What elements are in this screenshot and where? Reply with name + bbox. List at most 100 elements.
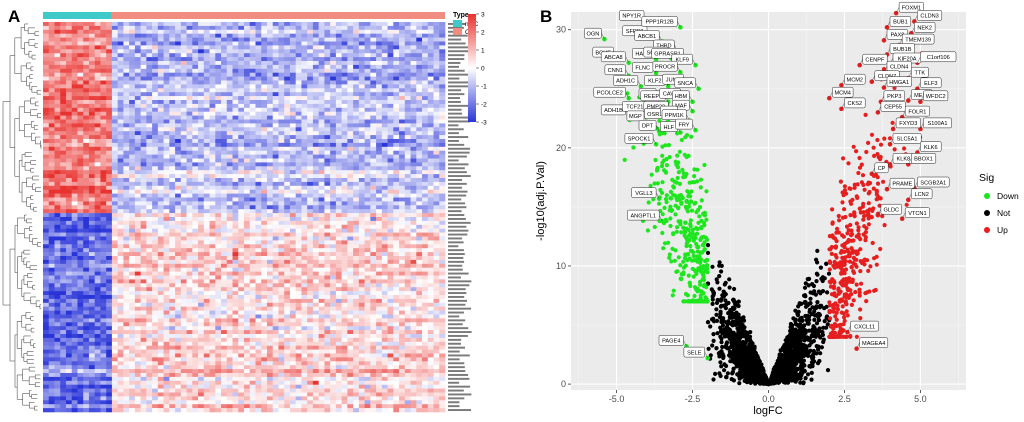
- heat-cell: [226, 57, 233, 62]
- heat-cell: [399, 123, 406, 128]
- heat-cell: [289, 49, 296, 54]
- heat-cell: [106, 84, 113, 89]
- heat-cell: [226, 283, 233, 288]
- heat-cell: [198, 68, 205, 73]
- heat-cell: [100, 220, 107, 226]
- heat-cell: [272, 291, 279, 296]
- heat-cell: [387, 166, 394, 171]
- heat-cell: [261, 174, 268, 179]
- heat-cell: [94, 220, 101, 226]
- heat-cell: [111, 279, 118, 284]
- heat-cell: [399, 271, 406, 276]
- heat-cell: [140, 263, 147, 268]
- heat-cell: [134, 240, 141, 245]
- heat-cell: [324, 72, 331, 77]
- heat-cell: [416, 135, 423, 140]
- heat-cell: [48, 162, 55, 167]
- heat-cell: [387, 115, 394, 120]
- heat-cell: [278, 158, 285, 163]
- heat-cell: [301, 256, 308, 261]
- heat-cell: [221, 256, 228, 261]
- heat-cell: [289, 119, 296, 124]
- heat-cell: [48, 275, 55, 280]
- heat-cell: [226, 146, 233, 151]
- heat-cell: [376, 158, 383, 163]
- heat-cell: [244, 61, 251, 66]
- heat-cell: [393, 142, 400, 148]
- heat-cell: [221, 220, 228, 226]
- heat-cell: [381, 127, 388, 132]
- heat-cell: [439, 244, 446, 249]
- heat-cell: [226, 224, 233, 229]
- heat-cell: [324, 181, 331, 187]
- heat-cell: [152, 291, 159, 296]
- heat-cell: [129, 61, 136, 66]
- heat-cell: [330, 127, 337, 132]
- heat-cell: [244, 72, 251, 77]
- heat-cell: [157, 248, 164, 253]
- heat-cell: [341, 61, 348, 66]
- heat-cell: [255, 41, 262, 46]
- heat-cell: [307, 96, 314, 101]
- heat-cell: [255, 170, 262, 175]
- heat-cell: [324, 37, 331, 42]
- heat-cell: [43, 189, 50, 194]
- heat-cell: [209, 217, 216, 222]
- heat-cell: [335, 61, 342, 66]
- heat-cell: [163, 295, 170, 300]
- heat-cell: [364, 41, 371, 46]
- heat-cell: [83, 224, 90, 229]
- heat-cell: [106, 174, 113, 179]
- heat-cell: [198, 88, 205, 93]
- heat-cell: [192, 158, 199, 163]
- heat-cell: [387, 291, 394, 296]
- heat-cell: [175, 72, 182, 77]
- heat-cell: [111, 61, 118, 66]
- heat-cell: [129, 236, 136, 241]
- heat-cell: [284, 33, 291, 38]
- heat-cell: [335, 248, 342, 253]
- heat-cell: [358, 154, 365, 159]
- heat-cell: [117, 228, 124, 233]
- heat-cell: [238, 68, 245, 73]
- heat-cell: [198, 49, 205, 54]
- heat-cell: [358, 158, 365, 163]
- heat-cell: [278, 181, 285, 187]
- heat-cell: [301, 193, 308, 198]
- heat-cell: [123, 37, 130, 42]
- heat-cell: [54, 142, 61, 148]
- heat-cell: [232, 213, 239, 218]
- heat-cell: [169, 25, 176, 31]
- heat-cell: [43, 45, 50, 50]
- heat-cell: [192, 279, 199, 284]
- heat-cell: [399, 115, 406, 120]
- heat-cell: [192, 49, 199, 54]
- heat-cell: [272, 135, 279, 140]
- heat-cell: [232, 72, 239, 77]
- heat-cell: [427, 41, 434, 46]
- heat-cell: [198, 154, 205, 159]
- heat-cell: [439, 29, 446, 34]
- heat-cell: [94, 57, 101, 62]
- heat-cell: [347, 76, 354, 81]
- heat-cell: [341, 224, 348, 229]
- heat-cell: [353, 119, 360, 124]
- heat-cell: [261, 189, 268, 194]
- heat-cell: [43, 100, 50, 105]
- heat-cell: [175, 146, 182, 151]
- heat-cell: [324, 263, 331, 268]
- heat-cell: [427, 111, 434, 116]
- heat-cell: [266, 275, 274, 280]
- heat-cell: [192, 275, 199, 280]
- heat-cell: [358, 283, 365, 288]
- heat-cell: [60, 220, 67, 226]
- heat-cell: [238, 41, 245, 46]
- heat-cell: [94, 150, 101, 155]
- heat-cell: [157, 96, 164, 101]
- heat-cell: [129, 232, 136, 237]
- heat-cell: [48, 135, 55, 140]
- heat-cell: [203, 291, 210, 296]
- heat-cell: [335, 45, 342, 50]
- heat-cell: [255, 259, 262, 265]
- heat-cell: [163, 232, 170, 237]
